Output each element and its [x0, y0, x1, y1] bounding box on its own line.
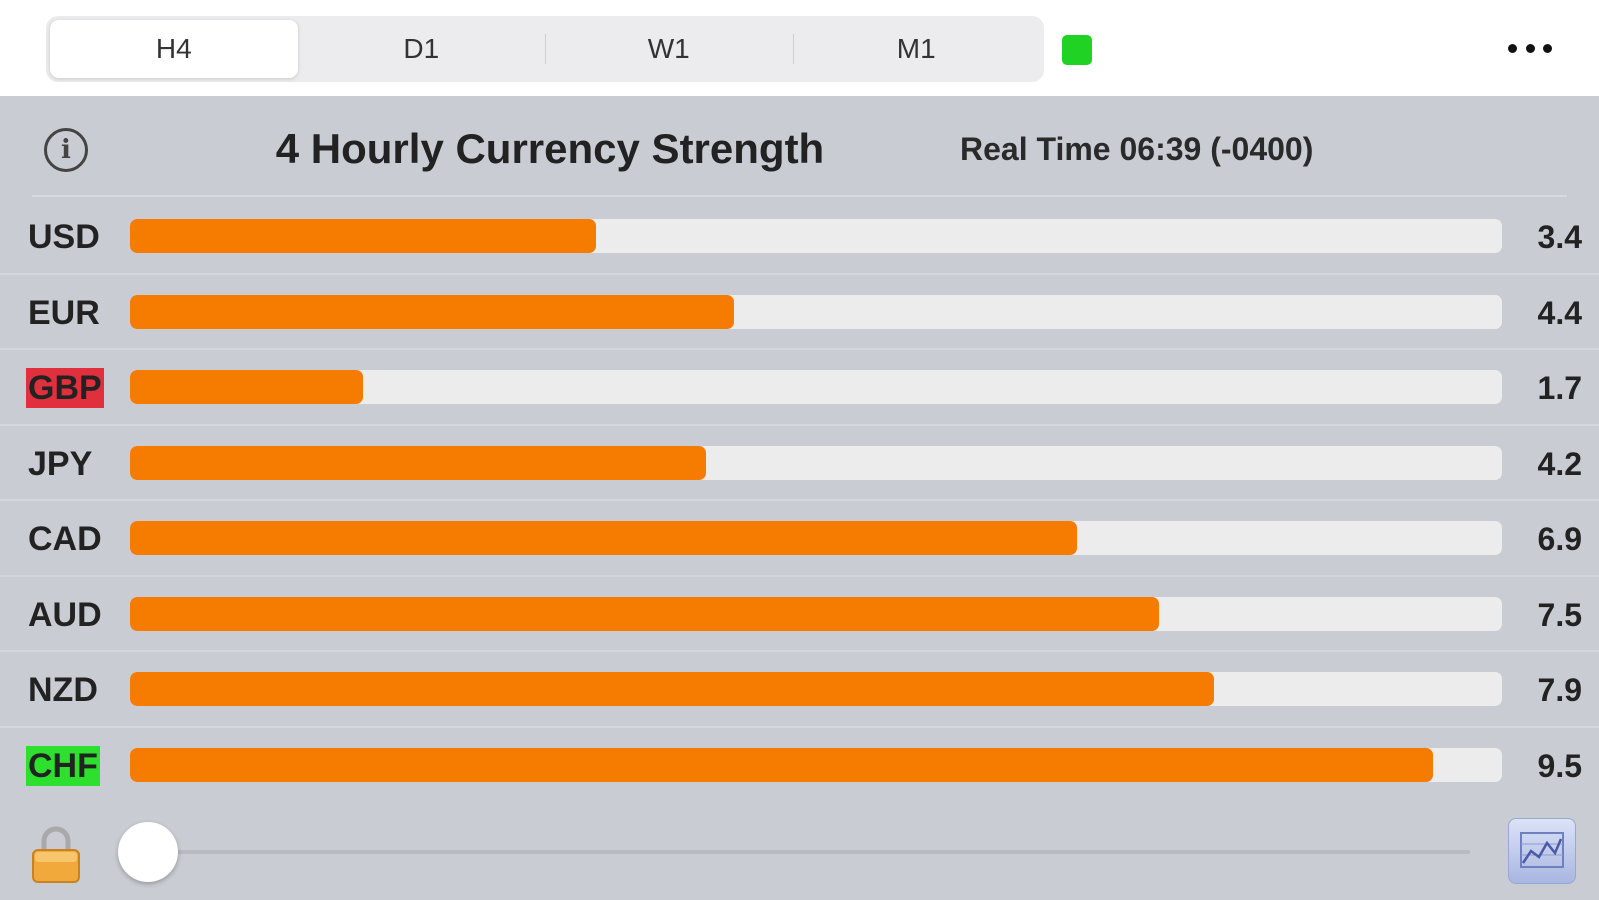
currency-code: NZD [28, 671, 98, 709]
currency-code: EUR [28, 293, 100, 332]
tab-d1[interactable]: D1 [403, 33, 440, 64]
strength-bar-track [130, 596, 1502, 631]
top-bar: H4 D1 W1 M1 [0, 0, 1599, 96]
currency-row-chf: CHF 9.5 [0, 728, 1599, 804]
chart-icon[interactable] [1508, 818, 1576, 884]
strength-value: 9.5 [1537, 747, 1582, 784]
strength-value: 7.5 [1537, 596, 1582, 633]
strength-bar-track [130, 747, 1502, 782]
tab-m1[interactable]: M1 [792, 20, 1041, 78]
slider-knob[interactable] [118, 822, 178, 882]
slider-track[interactable] [150, 850, 1470, 854]
strength-bar-fill [130, 747, 1434, 782]
strength-value: 7.9 [1537, 672, 1582, 708]
strength-bar-fill [130, 294, 734, 329]
more-icon[interactable] [1508, 30, 1552, 66]
page-title: 4 Hourly Currency Strength [275, 125, 825, 172]
header-divider [32, 195, 1567, 197]
strength-bar-fill [130, 370, 364, 404]
strength-value: 1.7 [1537, 370, 1582, 406]
currency-row-jpy: JPY 4.2 [0, 426, 1599, 501]
currency-row-aud: AUD 7.5 [0, 577, 1599, 652]
strength-value: 4.4 [1537, 294, 1582, 331]
currency-code: CHF [26, 745, 100, 786]
realtime-clock: Real Time 06:39 (-0400) [960, 131, 1314, 167]
strength-bar-track [130, 672, 1502, 706]
tab-h4[interactable]: H4 [50, 20, 298, 78]
strength-bar-track [130, 294, 1502, 329]
currency-code: JPY [28, 444, 93, 483]
currency-code: AUD [28, 595, 102, 634]
strength-bar-fill [130, 445, 707, 480]
strength-bar-fill [130, 672, 1214, 706]
timeframe-segmented-control: H4 D1 W1 M1 [46, 16, 1044, 82]
currency-row-usd: USD 3.4 [0, 199, 1599, 275]
strength-value: 6.9 [1537, 521, 1582, 557]
currency-code: GBP [26, 368, 104, 408]
strength-value: 3.4 [1537, 219, 1582, 255]
currency-code: USD [28, 218, 100, 256]
strength-bar-track [130, 219, 1502, 253]
currency-row-eur: EUR 4.4 [0, 275, 1599, 350]
currency-code: CAD [28, 520, 102, 558]
strength-bar-track [130, 521, 1502, 555]
strength-bar-track [130, 370, 1502, 404]
strength-value: 4.2 [1537, 445, 1582, 482]
currency-row-cad: CAD 6.9 [0, 501, 1599, 577]
currency-row-gbp: GBP 1.7 [0, 350, 1599, 426]
lock-icon[interactable] [30, 824, 82, 884]
info-icon[interactable]: i [44, 128, 88, 172]
connection-status-indicator [1062, 35, 1092, 65]
strength-bar-track [130, 445, 1502, 480]
currency-strength-list: USD 3.4 EUR 4.4 GBP 1.7 JPY 4.2 CAD 6.9 … [0, 199, 1599, 803]
strength-bar-fill [130, 596, 1159, 631]
currency-row-nzd: NZD 7.9 [0, 652, 1599, 728]
strength-bar-fill [130, 219, 597, 253]
strength-bar-fill [130, 521, 1077, 555]
tab-w1[interactable]: W1 [545, 20, 793, 78]
